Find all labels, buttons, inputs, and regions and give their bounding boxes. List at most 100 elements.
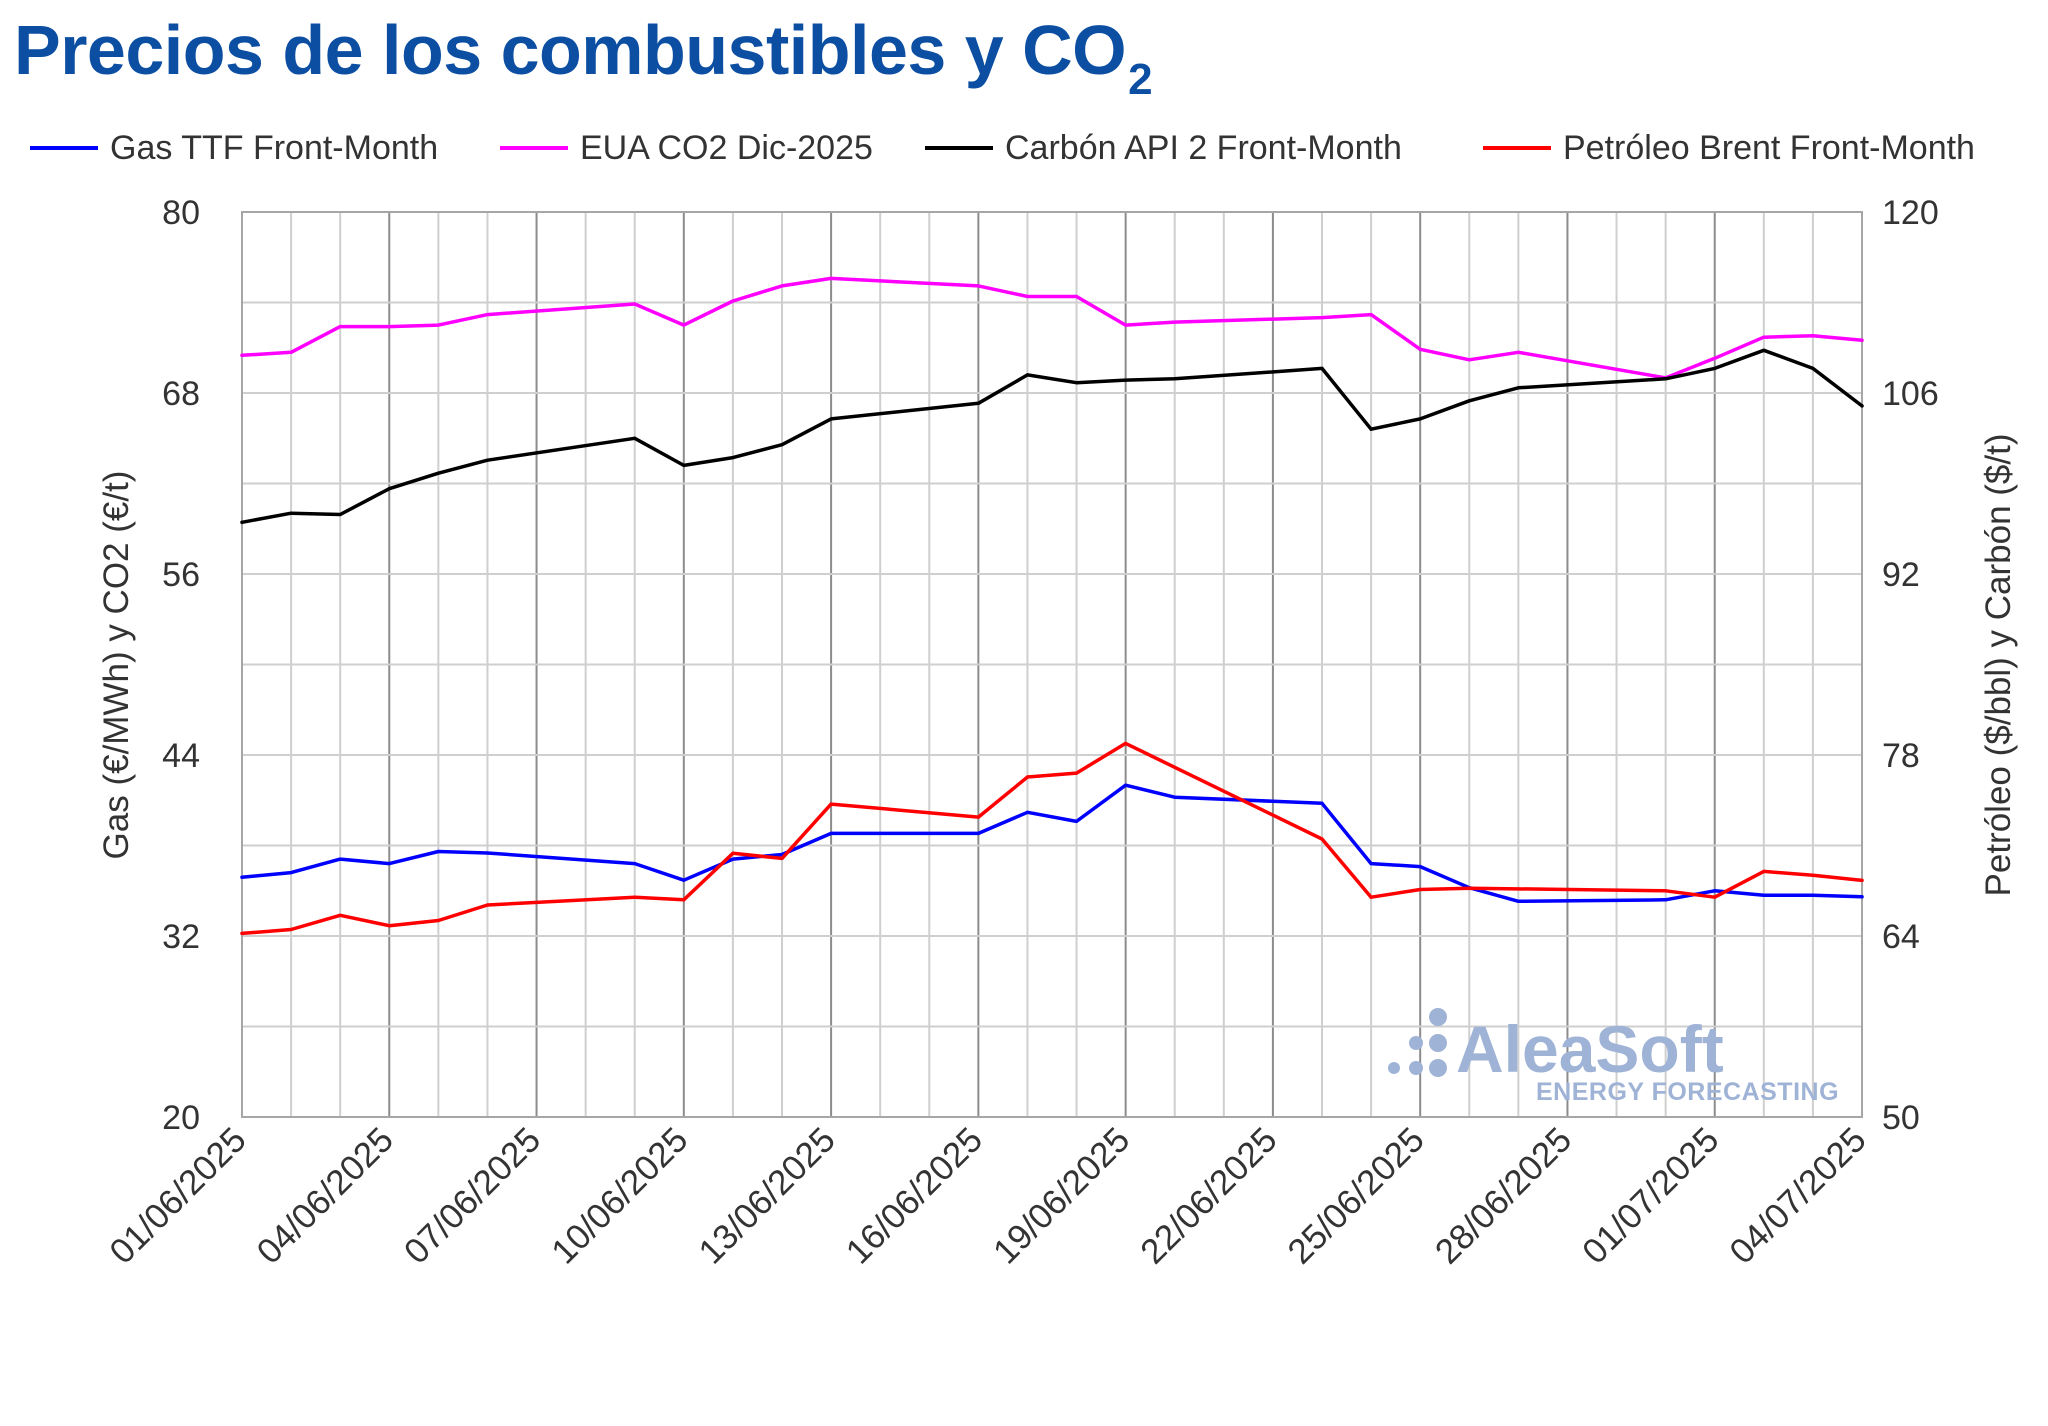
data-point [1418,347,1422,351]
data-point [976,831,980,836]
data-point [731,851,735,855]
data-point [731,857,735,861]
data-point [1664,377,1668,381]
data-point [1762,335,1766,339]
data-point [338,325,342,329]
data-point [289,350,293,354]
data-point [1025,373,1030,377]
x-tick-label: 10/06/2025 [544,1120,695,1271]
y-tick-label-right: 120 [1882,194,1939,232]
y-axis-title-left: Gas (€/MWh) y CO2 (€/t) [97,471,136,860]
data-point [1320,801,1324,805]
y-tick-label-left: 20 [162,1099,200,1137]
data-point [682,323,686,327]
x-tick-label: 25/06/2025 [1280,1120,1431,1271]
data-point [1467,358,1471,362]
plot-area-border [241,211,1863,1118]
data-point [1369,862,1373,866]
data-point [731,456,735,460]
watermark-dot [1409,1061,1423,1075]
data-point [1713,356,1717,360]
data-point [1025,294,1030,299]
data-point [1664,889,1668,893]
data-point [240,875,244,879]
data-point [1516,386,1520,390]
y-tick-label-left: 44 [162,737,200,775]
data-point [829,802,833,806]
chart-title: Precios de los combustibles y CO2 [14,10,1153,104]
x-tick-label: 07/06/2025 [397,1120,548,1271]
data-point [338,857,342,861]
watermark-dot [1409,1036,1423,1050]
series-line [240,783,1864,904]
series-line [240,741,1864,936]
data-point [436,918,440,923]
data-point [1173,795,1177,799]
data-point [387,862,391,866]
y-tick-label-left: 56 [162,556,200,594]
data-point [289,511,293,515]
y-tick-label-right: 50 [1882,1099,1920,1137]
series-group [240,783,1864,904]
data-point [436,849,440,854]
data-point [1860,338,1864,342]
data-point [682,878,686,882]
x-tick-label: 22/06/2025 [1133,1120,1284,1271]
series-layer [240,276,1864,936]
legend-label: Petróleo Brent Front-Month [1563,129,1975,167]
data-point [1025,775,1030,779]
data-point [1516,350,1520,354]
x-tick-label: 16/06/2025 [839,1120,990,1271]
data-point [633,436,637,440]
data-point [436,323,440,327]
chart-title-text: Precios de los combustibles y CO [14,11,1127,89]
legend-label: Gas TTF Front-Month [110,129,438,167]
data-point [633,302,637,306]
data-point [682,898,686,902]
grid [241,211,1863,1118]
data-point [485,458,490,462]
series-group [240,276,1864,380]
legend: Gas TTF Front-Month EUA CO2 Dic-2025 Carbó… [30,129,1975,167]
data-point [1320,837,1324,841]
data-point [1074,819,1079,823]
watermark-brand: AleaSoft [1456,1012,1724,1086]
data-point [780,284,784,288]
data-point [1664,898,1668,902]
data-point [1320,315,1324,320]
data-point [1811,334,1815,338]
data-point [1074,381,1079,385]
y-tick-label-left: 80 [162,194,200,232]
x-tick-label: 28/06/2025 [1428,1120,1579,1271]
data-point [1762,869,1766,873]
data-point [289,871,293,875]
y-tick-label-right: 106 [1882,375,1939,413]
x-tick-label: 04/06/2025 [249,1120,400,1271]
data-point [1124,783,1128,787]
series-line [240,348,1864,525]
watermark-dot [1429,1059,1447,1077]
data-point [485,312,490,317]
data-point [829,831,833,836]
watermark-dot [1388,1062,1400,1074]
data-point [682,463,686,467]
data-point [1860,404,1864,408]
data-point [1811,873,1815,877]
data-point [387,487,391,491]
data-point [731,299,735,303]
data-point [1467,886,1471,890]
data-point [289,927,293,932]
data-point [338,512,342,517]
x-tick-label: 01/06/2025 [102,1120,253,1271]
x-tick-label: 13/06/2025 [691,1120,842,1271]
chart-title-subscript: 2 [1128,55,1153,104]
data-point [1025,810,1030,814]
data-point [1173,320,1177,324]
data-point [829,276,833,280]
data-point [387,325,391,329]
data-point [1124,378,1128,382]
x-tick-label: 04/07/2025 [1722,1120,1873,1271]
data-point [780,443,784,447]
